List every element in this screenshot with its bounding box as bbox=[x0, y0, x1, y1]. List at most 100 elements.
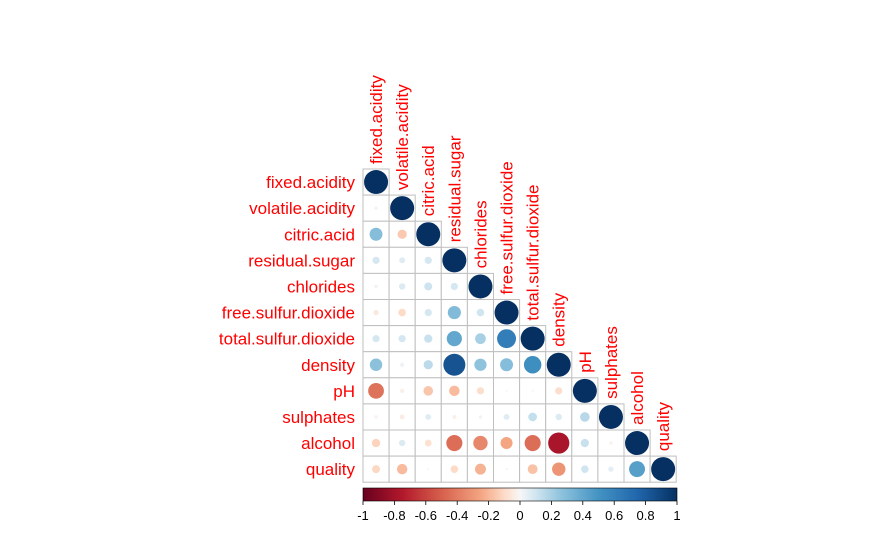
corr-circle bbox=[572, 378, 597, 403]
corr-circle bbox=[372, 256, 380, 264]
corr-circle bbox=[608, 466, 614, 472]
corr-circle bbox=[397, 229, 407, 239]
corr-circle bbox=[427, 467, 430, 471]
row-label: fixed.acidity bbox=[266, 173, 355, 192]
corr-circle bbox=[398, 439, 406, 447]
row-labels: fixed.acidity volatile.acidity citric.acid… bbox=[219, 173, 356, 479]
row-label: residual.sugar bbox=[248, 251, 355, 270]
corr-circle bbox=[494, 300, 519, 325]
corr-circle bbox=[625, 431, 650, 456]
grid-cell bbox=[623, 455, 651, 483]
corr-circle bbox=[372, 335, 380, 343]
row-label: alcohol bbox=[301, 434, 355, 453]
corr-circle bbox=[505, 467, 508, 471]
corr-circle bbox=[524, 434, 541, 452]
column-label: volatile.acidity bbox=[393, 84, 412, 190]
colorbar-tick-label: 0.8 bbox=[637, 508, 655, 523]
corr-circle bbox=[552, 462, 566, 476]
corr-circle bbox=[399, 414, 405, 420]
corr-circle bbox=[425, 414, 432, 420]
corr-circle bbox=[450, 465, 459, 473]
row-label: pH bbox=[333, 382, 355, 401]
column-label: alcohol bbox=[628, 371, 647, 425]
corr-circle bbox=[446, 331, 462, 347]
row-label: sulphates bbox=[282, 408, 355, 427]
row-label: quality bbox=[306, 460, 356, 479]
column-label: pH bbox=[576, 351, 595, 373]
corr-circle bbox=[400, 362, 405, 367]
colorbar-gradient bbox=[363, 488, 677, 501]
column-label: fixed.acidity bbox=[367, 75, 386, 164]
corr-circle bbox=[503, 414, 510, 420]
corr-circle bbox=[372, 465, 381, 474]
corr-circle bbox=[452, 414, 457, 420]
column-label: density bbox=[550, 292, 569, 346]
corr-circle bbox=[374, 284, 378, 289]
corr-circle bbox=[424, 308, 432, 317]
corr-circle bbox=[396, 463, 408, 475]
column-label: chlorides bbox=[471, 200, 490, 268]
corr-circle bbox=[424, 282, 433, 291]
corr-circle bbox=[629, 461, 646, 478]
corr-circle bbox=[609, 441, 613, 445]
corr-circle bbox=[473, 435, 488, 451]
corr-circle bbox=[369, 358, 383, 371]
corr-circle bbox=[449, 385, 460, 397]
column-labels: fixed.acidity volatile.acidity citric.acid… bbox=[367, 75, 673, 451]
corr-circle bbox=[424, 439, 432, 447]
colorbar: -1 -0.8 -0.6 -0.4 -0.2 0 0.2 0.4 0.6 0.8 1 bbox=[357, 487, 681, 523]
grid-cell bbox=[440, 272, 468, 300]
colorbar-tick-label: -0.4 bbox=[446, 508, 468, 523]
corr-circle bbox=[555, 387, 563, 395]
row-label: volatile.acidity bbox=[249, 199, 355, 218]
corr-circle bbox=[581, 465, 589, 473]
corr-circle bbox=[531, 389, 534, 393]
corr-circle bbox=[555, 413, 562, 421]
grid-cell bbox=[388, 246, 416, 274]
column-label: sulphates bbox=[602, 326, 621, 399]
corr-circle bbox=[371, 438, 381, 448]
corr-circle bbox=[416, 222, 441, 247]
corr-circle bbox=[374, 415, 378, 419]
corr-circle bbox=[546, 352, 571, 377]
row-label: density bbox=[301, 356, 355, 375]
colorbar-tick-label: 0.2 bbox=[542, 508, 560, 523]
corr-circle bbox=[651, 457, 676, 482]
corr-circle bbox=[580, 412, 590, 422]
corr-circle bbox=[364, 170, 389, 195]
corr-circle bbox=[548, 432, 570, 454]
column-label: quality bbox=[654, 401, 673, 451]
corr-circle bbox=[450, 282, 458, 291]
corr-circle bbox=[505, 389, 508, 393]
colorbar-tick-label: -0.6 bbox=[415, 508, 437, 523]
corr-circle bbox=[500, 437, 513, 450]
column-label: free.sulfur.dioxide bbox=[498, 161, 517, 294]
colorbar-tick-label: 0 bbox=[516, 508, 523, 523]
colorbar-tick-label: -0.2 bbox=[477, 508, 499, 523]
corr-circle bbox=[474, 463, 486, 475]
corr-circle bbox=[423, 386, 434, 396]
corr-circle bbox=[520, 326, 545, 351]
correlation-circles bbox=[364, 170, 676, 482]
corr-circle bbox=[523, 356, 542, 374]
corr-circle bbox=[447, 305, 461, 320]
column-label: citric.acid bbox=[419, 145, 438, 216]
colorbar-tick-label: 0.6 bbox=[605, 508, 623, 523]
corr-circle bbox=[368, 382, 384, 399]
corr-circle bbox=[497, 329, 517, 349]
corr-circle bbox=[390, 196, 415, 221]
corr-circle bbox=[398, 335, 406, 343]
corr-circle bbox=[446, 434, 463, 452]
corr-circle bbox=[468, 274, 493, 299]
colorbar-tick-label: -0.8 bbox=[383, 508, 405, 523]
corr-circle bbox=[423, 360, 433, 370]
corr-circle bbox=[373, 309, 379, 316]
row-label: total.sulfur.dioxide bbox=[219, 330, 355, 349]
row-label: chlorides bbox=[287, 277, 355, 296]
corr-circle bbox=[424, 256, 432, 264]
corr-circle bbox=[500, 358, 514, 372]
grid-cell bbox=[362, 325, 390, 353]
colorbar-tick-label: 0.4 bbox=[574, 508, 592, 523]
